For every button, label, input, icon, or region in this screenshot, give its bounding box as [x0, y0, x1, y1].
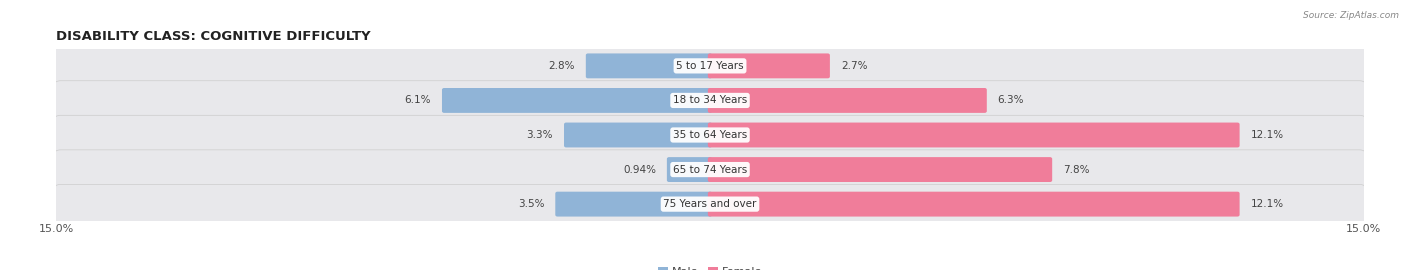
Text: 6.1%: 6.1% — [405, 95, 432, 106]
Text: 2.8%: 2.8% — [548, 61, 575, 71]
Text: 0.94%: 0.94% — [623, 164, 657, 175]
Text: 75 Years and over: 75 Years and over — [664, 199, 756, 209]
FancyBboxPatch shape — [53, 115, 1367, 155]
FancyBboxPatch shape — [441, 88, 713, 113]
FancyBboxPatch shape — [666, 157, 713, 182]
Text: 12.1%: 12.1% — [1250, 199, 1284, 209]
FancyBboxPatch shape — [53, 150, 1367, 189]
Text: 5 to 17 Years: 5 to 17 Years — [676, 61, 744, 71]
FancyBboxPatch shape — [555, 192, 713, 217]
FancyBboxPatch shape — [707, 123, 1240, 147]
FancyBboxPatch shape — [53, 184, 1367, 224]
FancyBboxPatch shape — [586, 53, 713, 78]
FancyBboxPatch shape — [564, 123, 713, 147]
Text: 3.5%: 3.5% — [517, 199, 544, 209]
Legend: Male, Female: Male, Female — [654, 262, 766, 270]
FancyBboxPatch shape — [707, 88, 987, 113]
Text: Source: ZipAtlas.com: Source: ZipAtlas.com — [1303, 11, 1399, 20]
Text: 3.3%: 3.3% — [527, 130, 553, 140]
Text: 18 to 34 Years: 18 to 34 Years — [673, 95, 747, 106]
Text: 12.1%: 12.1% — [1250, 130, 1284, 140]
Text: DISABILITY CLASS: COGNITIVE DIFFICULTY: DISABILITY CLASS: COGNITIVE DIFFICULTY — [56, 30, 371, 43]
FancyBboxPatch shape — [53, 81, 1367, 120]
Text: 35 to 64 Years: 35 to 64 Years — [673, 130, 747, 140]
FancyBboxPatch shape — [53, 46, 1367, 86]
FancyBboxPatch shape — [707, 53, 830, 78]
FancyBboxPatch shape — [707, 157, 1052, 182]
Text: 7.8%: 7.8% — [1063, 164, 1090, 175]
Text: 2.7%: 2.7% — [841, 61, 868, 71]
Text: 6.3%: 6.3% — [998, 95, 1024, 106]
Text: 65 to 74 Years: 65 to 74 Years — [673, 164, 747, 175]
FancyBboxPatch shape — [707, 192, 1240, 217]
